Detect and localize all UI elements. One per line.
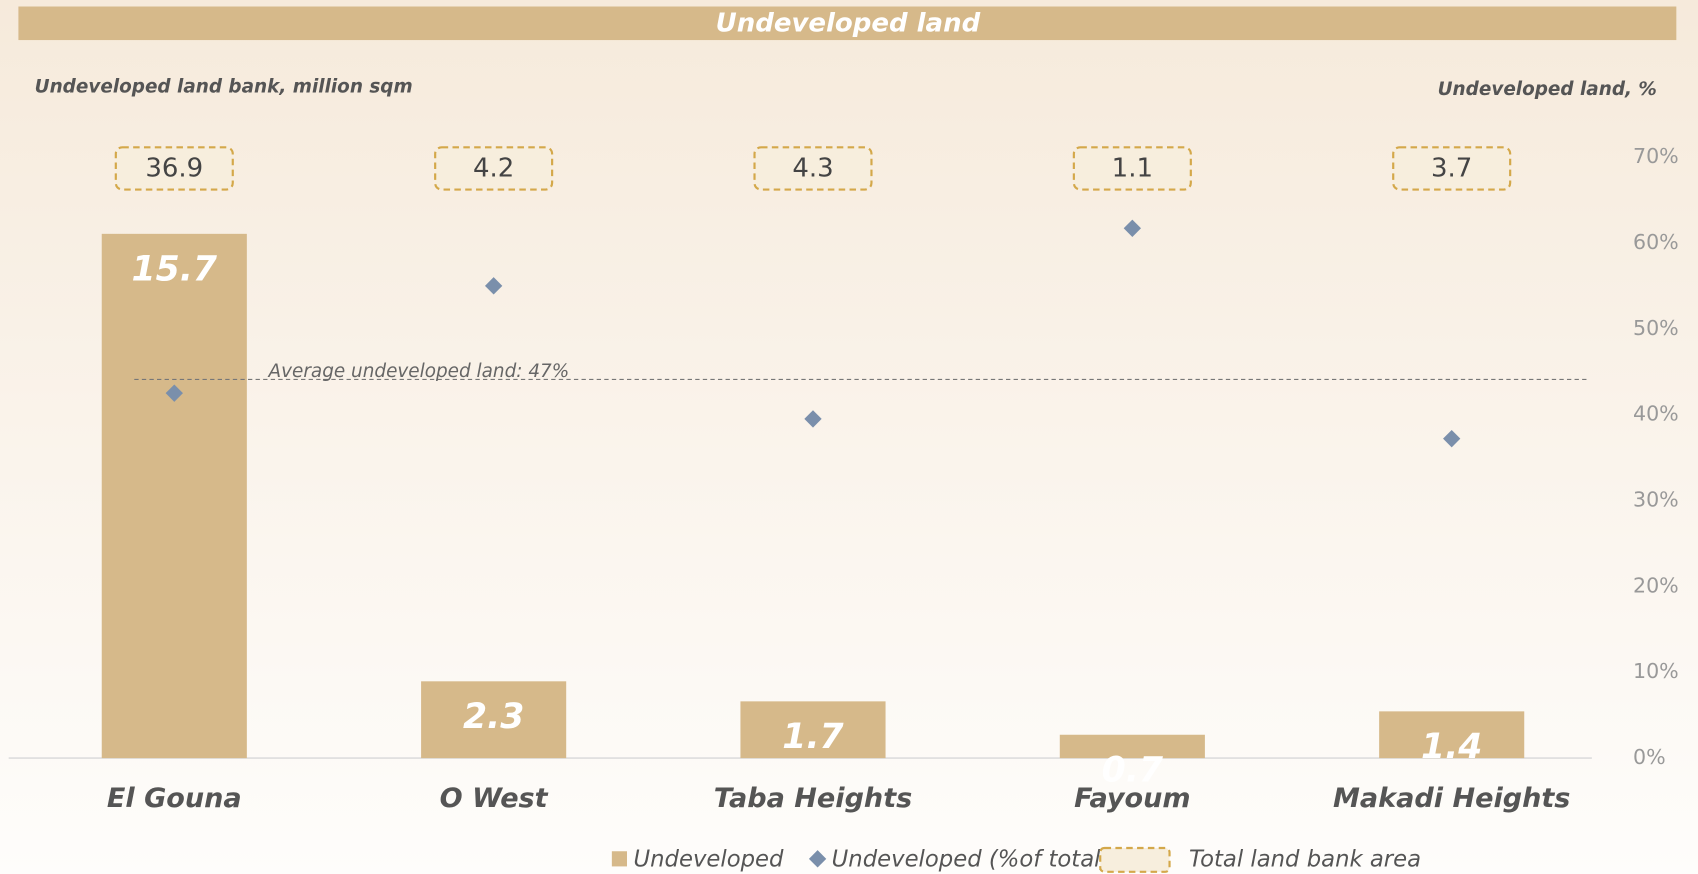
chart-title: Undeveloped land xyxy=(716,8,981,38)
x-tick-label: Makadi Heights xyxy=(1333,783,1570,814)
total-value-label: 4.3 xyxy=(792,153,833,183)
bar-value-label: 15.7 xyxy=(132,250,218,290)
bar xyxy=(1059,734,1205,759)
bar-value-label: 1.7 xyxy=(782,717,844,757)
y-axis-label: Undeveloped land bank, million sqm xyxy=(35,77,413,98)
y2-tick-label: 20% xyxy=(1633,573,1679,597)
y2-tick-label: 60% xyxy=(1633,230,1679,254)
x-tick-label: Fayoum xyxy=(1074,783,1191,814)
y2-tick-label: 30% xyxy=(1633,488,1679,512)
bar xyxy=(740,701,886,759)
x-tick-label: El Gouna xyxy=(107,783,242,814)
reference-line-label: Average undeveloped land: 47% xyxy=(268,361,570,382)
total-box xyxy=(753,146,873,191)
y2-axis-label: Undeveloped land, % xyxy=(1438,79,1657,100)
total-value-label: 4.2 xyxy=(473,153,514,183)
y2-tick-label: 10% xyxy=(1633,659,1679,683)
total-box xyxy=(1392,146,1512,191)
y2-tick-label: 70% xyxy=(1633,144,1679,168)
bar xyxy=(421,681,567,759)
total-box xyxy=(434,146,554,191)
total-box xyxy=(1072,146,1192,191)
bar xyxy=(1379,711,1525,759)
bar-value-label: 1.4 xyxy=(1421,727,1482,767)
total-value-label: 1.1 xyxy=(1112,153,1153,183)
x-tick-label: O West xyxy=(440,783,549,814)
total-box xyxy=(114,146,234,191)
bar xyxy=(101,233,247,759)
total-value-label: 36.9 xyxy=(145,153,203,183)
total-value-label: 3.7 xyxy=(1431,153,1472,183)
x-tick-label: Taba Heights xyxy=(714,783,913,814)
legend-swatch xyxy=(611,851,628,867)
title-bar xyxy=(18,6,1677,41)
legend-swatch xyxy=(808,850,827,868)
y2-tick-label: 0% xyxy=(1633,745,1666,769)
legend-label: Total land bank area xyxy=(1189,846,1421,872)
legend-swatch xyxy=(1099,846,1171,873)
y2-tick-label: 50% xyxy=(1633,316,1679,340)
legend-label: Undeveloped xyxy=(634,846,785,872)
bar-value-label: 0.7 xyxy=(1102,751,1164,791)
legend-label: Undeveloped (%of total) xyxy=(832,846,1110,872)
diamond-marker xyxy=(1123,219,1142,237)
y2-tick-label: 40% xyxy=(1633,402,1679,426)
diamond-marker xyxy=(1443,430,1461,448)
diamond-marker xyxy=(165,384,183,402)
diamond-marker xyxy=(484,277,503,295)
bar-value-label: 2.3 xyxy=(463,697,524,737)
